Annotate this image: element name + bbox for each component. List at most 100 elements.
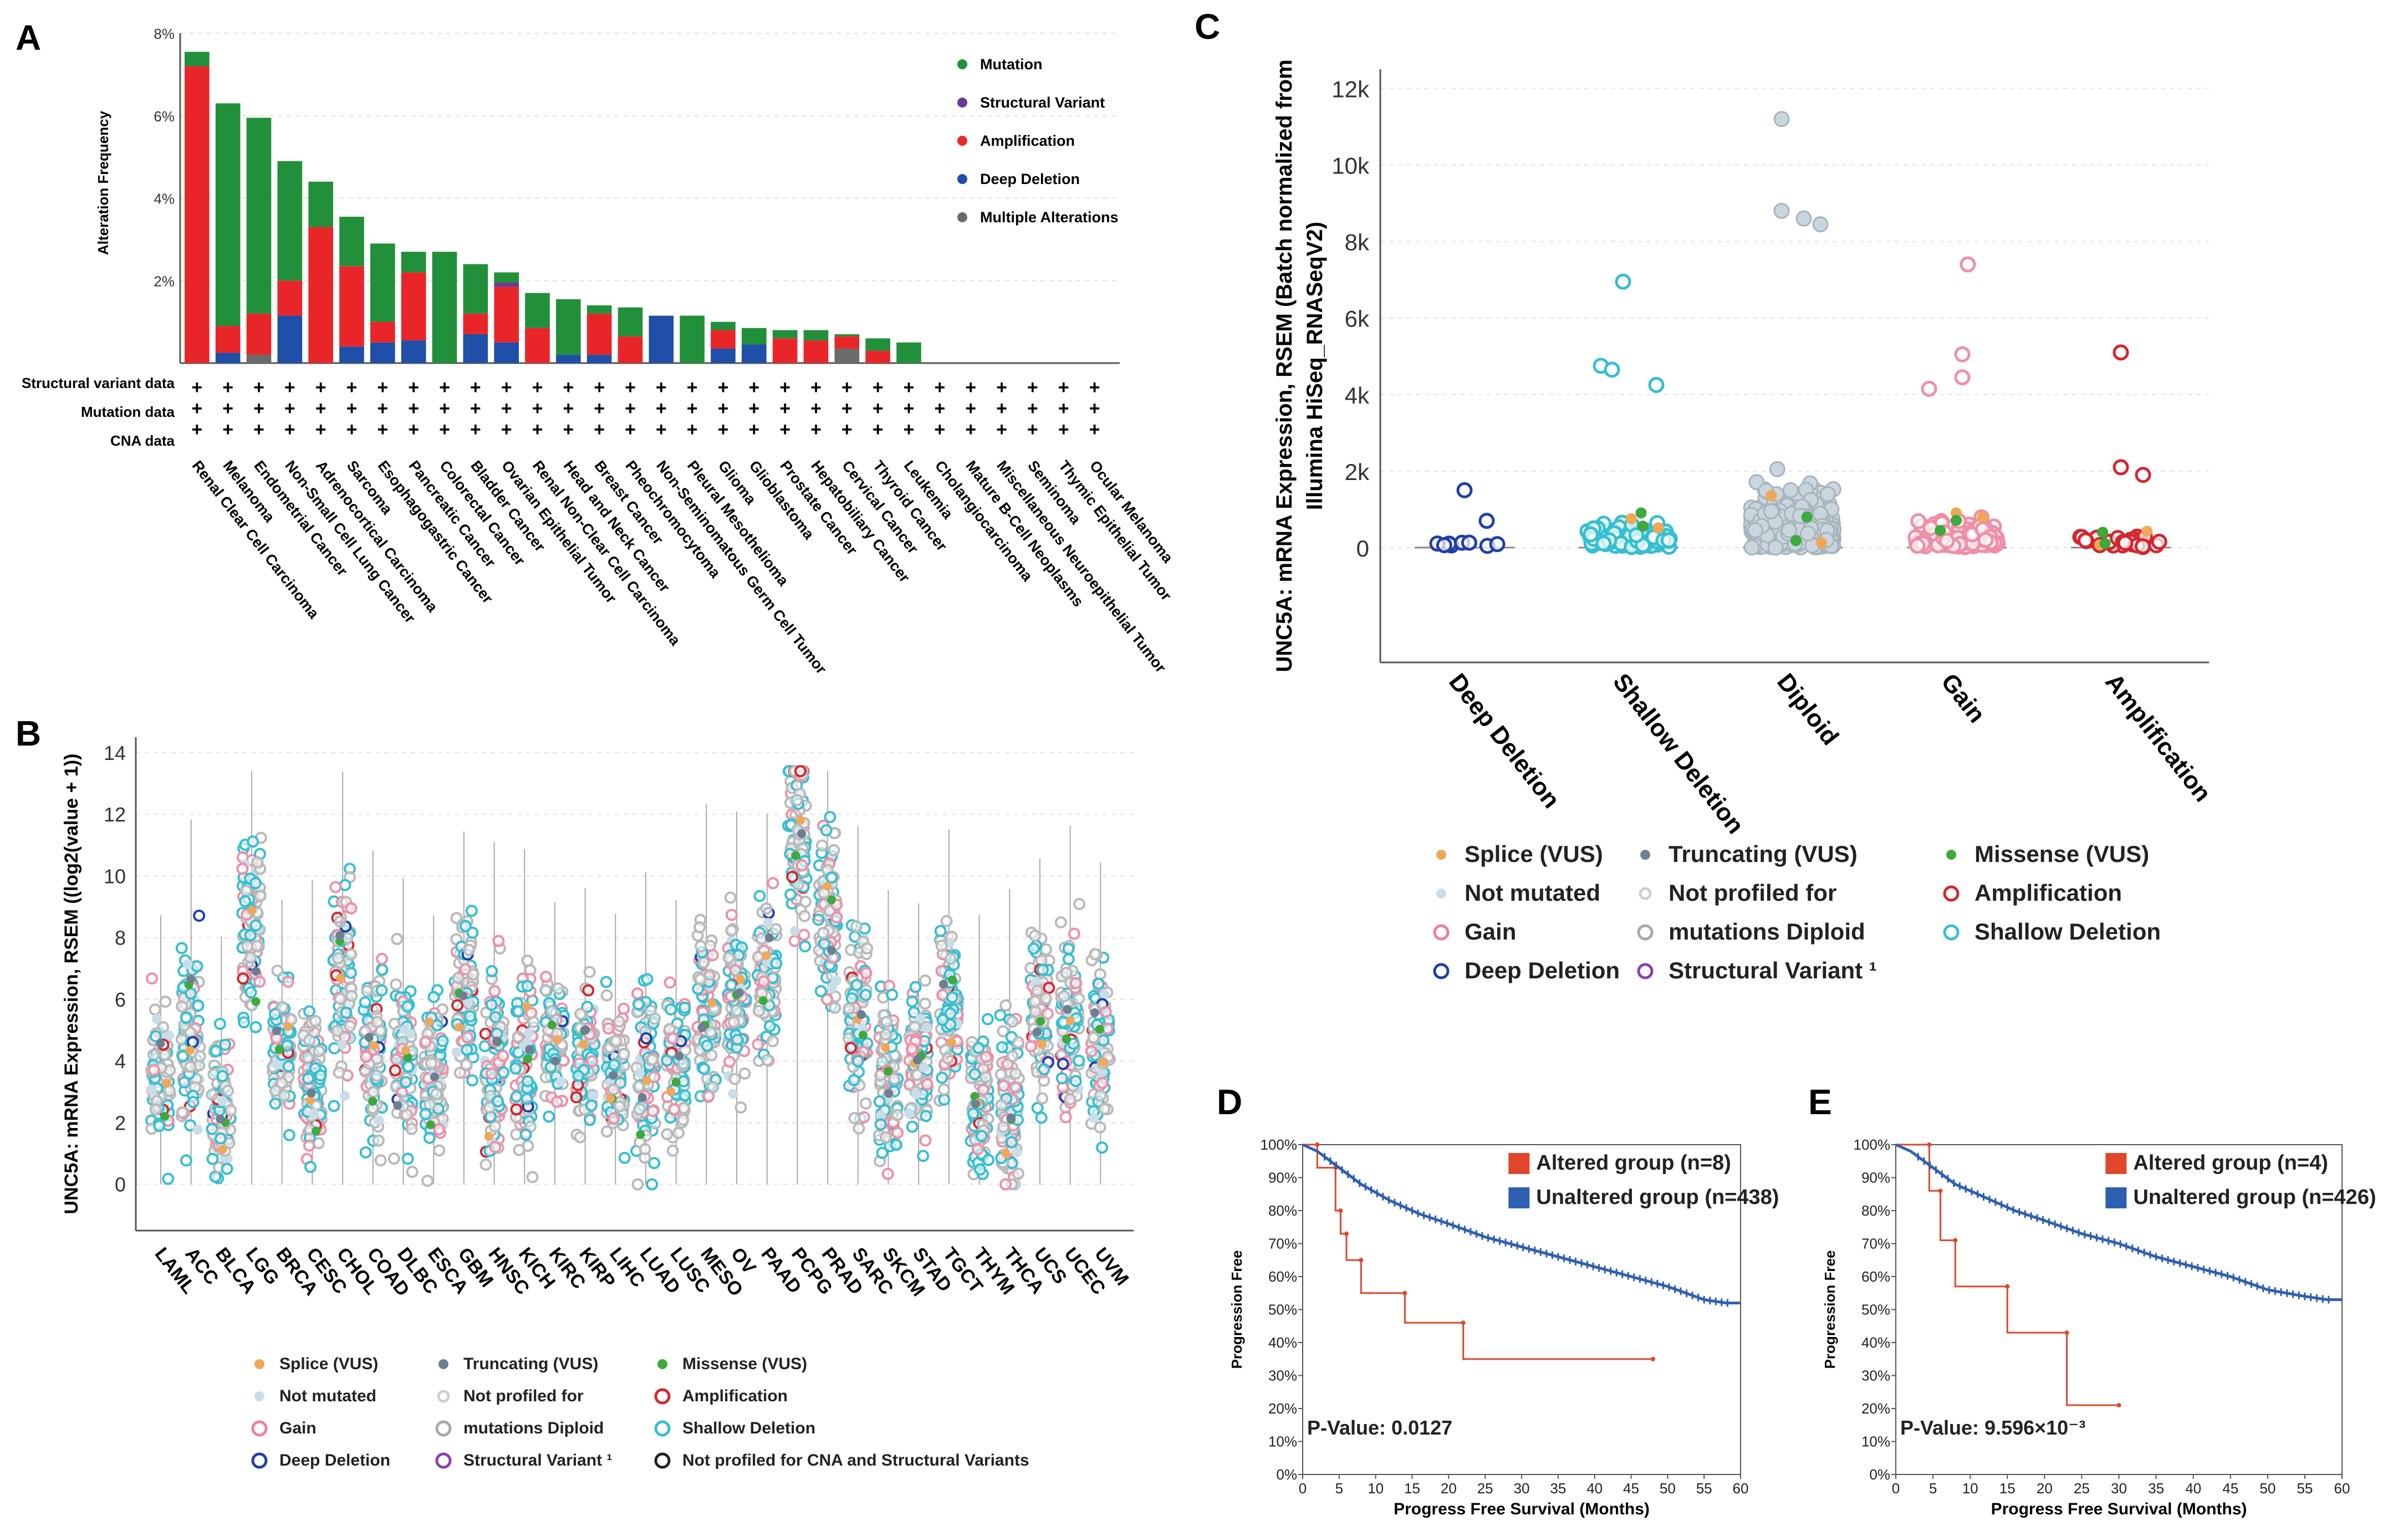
track-marker: +: [996, 398, 1007, 419]
data-point: [453, 1066, 466, 1079]
x-tick-label: 25: [1477, 1480, 1493, 1497]
data-point: [340, 1007, 353, 1019]
data-point: [639, 1143, 651, 1156]
legend-label: Deep Deletion: [279, 1451, 390, 1469]
track-marker: +: [934, 398, 945, 419]
x-tick-label: 15: [1999, 1480, 2016, 1497]
data-point: [574, 1131, 586, 1144]
data-point: [727, 1016, 740, 1029]
data-point: [405, 1122, 418, 1135]
legend-marker: [654, 1420, 671, 1437]
data-point: [646, 1178, 659, 1191]
data-point: [734, 1101, 747, 1114]
data-point: [2134, 538, 2151, 554]
data-point: [303, 1034, 316, 1047]
y-tick-label: 80%: [1861, 1202, 1890, 1219]
mutation-point: [251, 997, 261, 1006]
x-tick-label: Diploid: [1772, 669, 1844, 751]
data-point: [648, 1157, 661, 1170]
track-marker: +: [873, 419, 884, 440]
data-point: [1024, 962, 1037, 974]
track-marker: +: [1089, 377, 1100, 398]
data-point: [678, 1089, 691, 1102]
data-point: [1819, 486, 1836, 502]
data-point: [738, 1067, 751, 1080]
mutation-point: [2097, 527, 2109, 538]
track-marker: +: [748, 419, 759, 440]
mutation-point: [734, 988, 744, 997]
data-point: [146, 1084, 157, 1095]
mutation-point: [492, 1037, 501, 1046]
x-tick-label: 45: [1623, 1480, 1639, 1497]
mutation-point: [884, 1089, 894, 1098]
data-point: [1039, 943, 1052, 956]
mutation-point: [1790, 535, 1802, 547]
y-tick-label: 10: [104, 865, 126, 887]
outlier-point: [1812, 216, 1829, 233]
data-point: [664, 1003, 677, 1016]
data-point: [921, 1023, 932, 1033]
track-marker: +: [873, 377, 884, 398]
track-marker: +: [1027, 398, 1038, 419]
data-point: [486, 965, 498, 978]
legend-label: Not profiled for: [463, 1387, 584, 1405]
x-tick-label: 5: [1929, 1480, 1937, 1497]
data-point: [269, 1008, 282, 1020]
mutation-point: [307, 1088, 316, 1098]
data-point: [424, 1098, 436, 1111]
data-point: [891, 1109, 904, 1121]
y-tick-label: 0: [115, 1173, 126, 1196]
track-marker: +: [748, 398, 759, 419]
track-marker: +: [625, 398, 636, 419]
data-point: [276, 1001, 289, 1013]
data-point: [345, 948, 358, 961]
mutation-point: [856, 1010, 866, 1019]
bar-mutation: [370, 243, 395, 322]
data-point: [345, 902, 358, 915]
data-point: [193, 909, 206, 922]
data-point: [830, 911, 843, 924]
data-point: [770, 957, 783, 969]
bar-mutation: [680, 315, 705, 363]
legend-marker: [1637, 924, 1654, 941]
bar-mutation: [463, 264, 488, 314]
data-point: [981, 1013, 994, 1025]
data-point: [391, 933, 404, 946]
data-point: [1037, 963, 1049, 976]
data-point: [389, 1064, 401, 1076]
mutation-point: [791, 851, 800, 860]
data-point: [851, 1055, 864, 1068]
data-point: [824, 810, 836, 823]
legend-label: Missense (VUS): [682, 1355, 807, 1373]
bar-mutation: [742, 328, 767, 345]
data-point: [1009, 1081, 1022, 1094]
data-point: [672, 1126, 685, 1139]
y-tick-label: 90%: [1861, 1170, 1890, 1186]
data-point: [799, 940, 812, 953]
x-tick-label: 5: [1335, 1480, 1343, 1497]
data-point: [1099, 989, 1110, 1000]
data-point: [707, 1081, 720, 1094]
data-point: [240, 885, 253, 897]
x-tick-label: 35: [1550, 1480, 1566, 1497]
track-marker: +: [346, 377, 358, 398]
bar-amplification: [246, 313, 272, 355]
data-point: [216, 1070, 229, 1083]
data-point: [666, 1144, 679, 1157]
mutation-point: [762, 951, 771, 961]
data-point: [244, 951, 257, 964]
data-point: [427, 991, 440, 1003]
panel-e: E 0% 10% 20% 30% 40% 50% 60% 70% 80% 90% 100% 0 5 10 1…: [1808, 1082, 2376, 1518]
data-point: [405, 1028, 415, 1039]
mutation-point: [1037, 1039, 1047, 1049]
censor-mark: [1927, 1142, 1932, 1147]
data-point: [185, 987, 197, 1000]
y-axis-label: Progression Free: [1822, 1251, 1838, 1369]
legend-swatch: [2105, 1187, 2127, 1208]
track-marker: +: [594, 419, 605, 440]
data-point: [728, 1073, 741, 1085]
data-point: [1069, 1075, 1082, 1088]
data-point: [817, 926, 829, 939]
bar-amplification: [339, 266, 364, 347]
legend-label: Truncating (VUS): [463, 1355, 598, 1373]
